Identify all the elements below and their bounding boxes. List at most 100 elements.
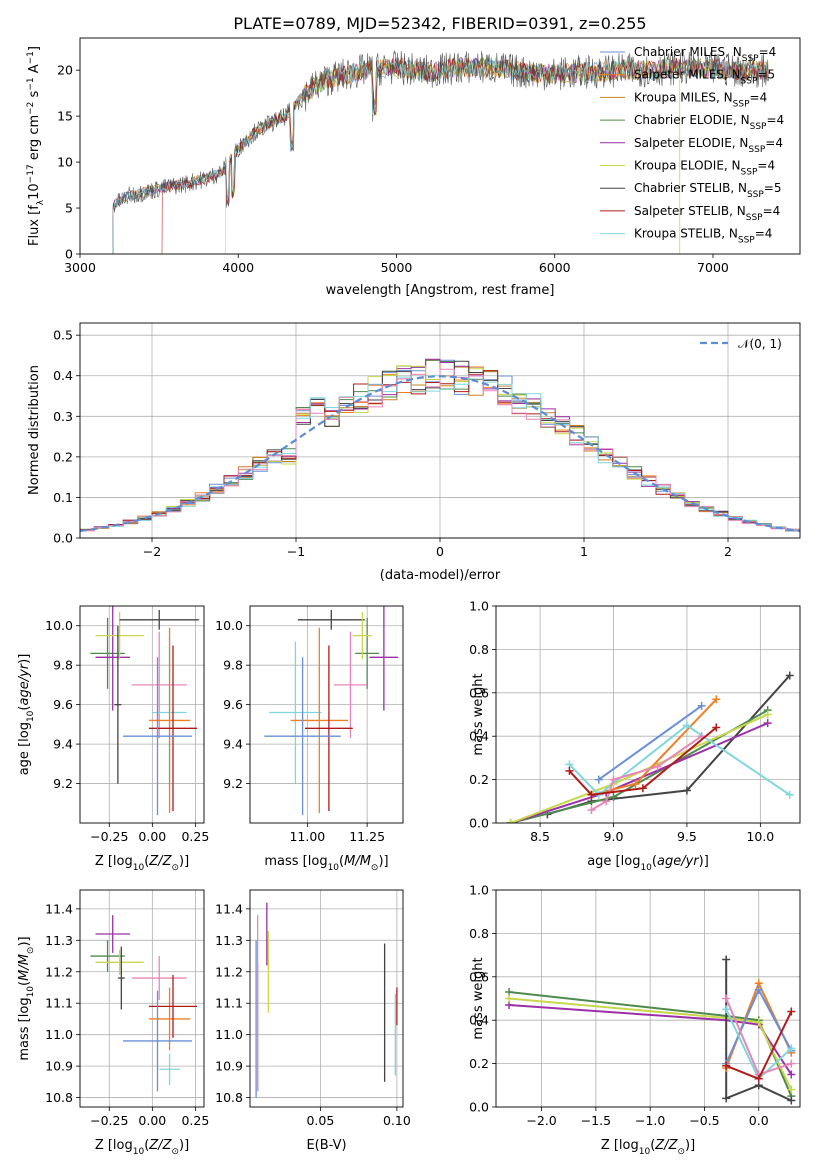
y-tick-label: 0.8 [469,926,489,941]
spectrum-series-kroupa_miles [112,56,768,254]
x-tick-label: 9.5 [677,829,697,844]
spectrum-series-salpeter_elodie [112,57,768,254]
y-axis-label: Normed distribution [27,365,42,495]
grid-lines [250,606,403,823]
chart-spectrum: 3000 4000 5000 6000 7000 0 5 10 15 20 Chabrier MIL… [26,37,801,298]
y-tick-label: 0.8 [469,642,489,657]
x-tick-label: 0.10 [383,1113,411,1128]
weight-marker [638,784,647,793]
weight-marker [722,955,731,964]
chart-mass-vs-EBV: 0.05 0.10 10.8 10.9 11.0 11.1 11.2 11.3 11.4 E(B-… [215,889,411,1153]
spectrum-series-chabrier_miles [112,56,768,254]
spectrum-series-salpeter_stelib [161,58,768,254]
y-tick-label: 9.6 [53,697,73,712]
weight-marker [712,723,721,732]
spectrum-series-kroupa_stelib [112,57,768,254]
weight-marker [787,1044,796,1053]
hist-series-pink [80,368,800,533]
y-axis-label: mass weight [471,673,486,755]
chart-age-vs-Z: −0.25 0.00 0.25 9.2 9.4 9.6 9.8 10.0 Z [log10(Z/… [17,605,209,873]
y-tick-label: 0.0 [53,531,73,546]
y-tick-label: 10.8 [45,1090,73,1105]
legend: 𝒩(0, 1) [700,337,782,351]
y-tick-label: 11.2 [45,964,73,979]
weight-marker [763,710,772,719]
weight-marker [697,701,706,710]
x-axis-label: age [log10(age/yr)] [587,854,709,873]
x-tick-label: 1 [580,544,588,559]
plot-area [80,358,800,533]
weight-marker [787,1096,796,1105]
x-tick-label: −1 [287,544,305,559]
weight-marker [506,819,515,823]
y-tick-label: 0.6 [469,969,489,984]
x-tick-label: 0.25 [181,1113,209,1128]
y-tick-label: 11.3 [45,933,73,948]
y-tick-label: 20 [57,63,73,78]
legend-entry: Kroupa STELIB, NSSP=4 [634,227,772,246]
legend-entry: Kroupa MILES, NSSP=4 [634,90,767,109]
x-tick-label: 0.0 [749,1113,769,1128]
x-tick-label: −0.5 [689,1113,719,1128]
weight-marker [763,719,772,728]
legend-entry: Chabrier STELIB, NSSP=5 [634,181,782,200]
weight-marker [787,1070,796,1079]
y-tick-label: 10.9 [45,1059,73,1074]
spectrum-series-chabrier_elodie [112,56,768,254]
weight-marker [505,994,514,1003]
weight-marker [785,671,794,680]
y-axis-label: age [log10(age/yr)] [17,654,36,776]
x-axis-label: wavelength [Angstrom, rest frame] [326,283,555,298]
x-tick-label: 11.00 [289,829,325,844]
x-tick-label: 3000 [64,260,96,275]
weight-marker [609,775,618,784]
axes-frame [79,322,801,539]
y-tick-label: 0.4 [469,1013,489,1028]
y-tick-label: 10.9 [215,1059,243,1074]
axes-frame [495,889,801,1108]
y-tick-label: 0.4 [469,729,489,744]
x-tick-label: 11.25 [349,829,385,844]
grid-lines [250,890,403,1107]
weight-marker [754,985,763,994]
x-tick-label: 0.05 [306,1113,334,1128]
y-tick-label: 11.1 [45,996,73,1011]
x-tick-label: −0.25 [90,1113,128,1128]
weight-marker [722,1005,731,1014]
x-tick-label: −2.0 [526,1113,556,1128]
y-tick-label: 0.2 [469,772,489,787]
gaussian-curve [80,375,800,532]
weight-marker [682,786,691,795]
y-tick-label: 9.2 [53,776,73,791]
weight-series-kroupa_elodie [510,713,769,823]
plot-area [505,955,796,1105]
chart-weight-vs-age: 8.5 9.0 9.5 10.0 0.0 0.2 0.4 0.6 0.8 1.0 age [log1… [469,599,801,873]
weight-marker [587,790,596,799]
weight-marker [565,766,574,775]
spectrum-series-salpeter_miles [112,58,768,254]
weight-series-kroupa_elodie [508,997,793,1091]
y-tick-label: 11.0 [45,1027,73,1042]
grid-lines [80,606,204,823]
plot-area [90,606,199,816]
y-tick-label: 9.4 [223,737,243,752]
legend-entry: Salpeter STELIB, NSSP=4 [634,204,780,223]
x-axis-label: Z [log10(Z/Z⊙)] [95,854,189,873]
y-tick-label: 11.4 [215,901,243,916]
axes-frame [79,889,205,1108]
y-tick-label: 0.2 [469,1056,489,1071]
weight-marker [787,1059,796,1068]
weight-series-chabrier_stelib [725,959,792,1102]
x-tick-label: 9.0 [604,829,624,844]
legend-entry: 𝒩(0, 1) [738,337,782,351]
legend-entry: Kroupa ELODIE, NSSP=4 [634,159,775,178]
y-tick-label: 10.0 [215,618,243,633]
weight-series-salpeter_stelib [568,726,717,796]
weight-marker [587,805,596,814]
figure-title: PLATE=0789, MJD=52342, FIBERID=0391, z=0… [233,14,646,33]
axes-frame [249,605,404,824]
x-tick-label: 0.25 [181,829,209,844]
x-tick-label: 0 [436,544,444,559]
y-tick-label: 10 [57,155,73,170]
